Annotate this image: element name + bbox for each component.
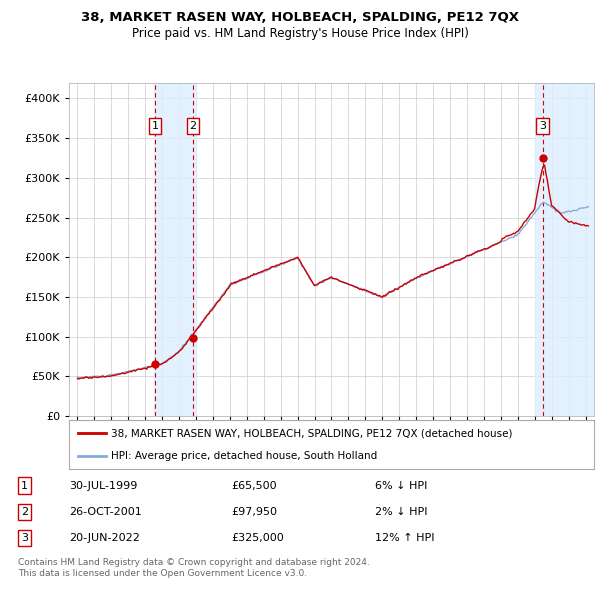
Text: 2: 2 [21, 507, 28, 517]
Bar [535, 83, 594, 416]
Text: 1: 1 [152, 122, 158, 131]
Text: This data is licensed under the Open Government Licence v3.0.: This data is licensed under the Open Gov… [18, 569, 307, 578]
Text: £325,000: £325,000 [231, 533, 284, 543]
Text: 38, MARKET RASEN WAY, HOLBEACH, SPALDING, PE12 7QX: 38, MARKET RASEN WAY, HOLBEACH, SPALDING… [81, 11, 519, 24]
Text: 3: 3 [21, 533, 28, 543]
Text: 1: 1 [21, 480, 28, 490]
Text: 2: 2 [190, 122, 197, 131]
Text: HPI: Average price, detached house, South Holland: HPI: Average price, detached house, Sout… [111, 451, 377, 461]
Text: 38, MARKET RASEN WAY, HOLBEACH, SPALDING, PE12 7QX (detached house): 38, MARKET RASEN WAY, HOLBEACH, SPALDING… [111, 428, 512, 438]
Text: Price paid vs. HM Land Registry's House Price Index (HPI): Price paid vs. HM Land Registry's House … [131, 27, 469, 40]
Text: 20-JUN-2022: 20-JUN-2022 [70, 533, 140, 543]
Text: 2% ↓ HPI: 2% ↓ HPI [375, 507, 427, 517]
Text: 12% ↑ HPI: 12% ↑ HPI [375, 533, 434, 543]
Text: Contains HM Land Registry data © Crown copyright and database right 2024.: Contains HM Land Registry data © Crown c… [18, 558, 370, 566]
Text: 30-JUL-1999: 30-JUL-1999 [70, 480, 138, 490]
Text: 3: 3 [539, 122, 546, 131]
Text: 6% ↓ HPI: 6% ↓ HPI [375, 480, 427, 490]
Text: £65,500: £65,500 [231, 480, 277, 490]
Text: 26-OCT-2001: 26-OCT-2001 [70, 507, 142, 517]
Bar [154, 83, 196, 416]
Text: £97,950: £97,950 [231, 507, 277, 517]
